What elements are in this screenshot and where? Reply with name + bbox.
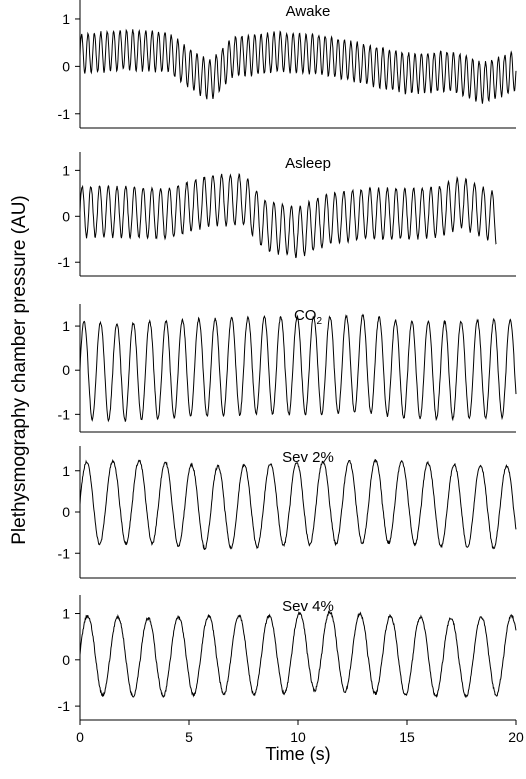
series-line — [79, 609, 517, 699]
series-line — [79, 28, 517, 104]
y-tick-label: 1 — [62, 11, 70, 27]
panel-title: Sev 2% — [282, 449, 334, 466]
x-tick-label: 15 — [399, 729, 415, 745]
y-tick-label: 0 — [62, 58, 70, 74]
series-line — [79, 313, 517, 423]
y-tick-label: 1 — [62, 606, 70, 622]
x-tick-label: 10 — [290, 729, 306, 745]
y-tick-label: 0 — [62, 504, 70, 520]
y-tick-label: 1 — [62, 162, 70, 178]
panel-3: -1 0 1 CO2 — [58, 304, 517, 433]
y-tick-label: 0 — [62, 362, 70, 378]
y-tick-label: 1 — [62, 463, 70, 479]
y-tick-label: -1 — [58, 698, 71, 714]
x-tick-label: 5 — [185, 729, 193, 745]
series-line — [79, 172, 497, 259]
y-tick-label: 1 — [62, 318, 70, 334]
panel-4: -1 0 1 Sev 2% — [58, 446, 517, 579]
y-tick-label: -1 — [58, 545, 71, 561]
panel-title: CO2 — [294, 307, 323, 327]
y-tick-label: 0 — [62, 652, 70, 668]
panel-2: -1 0 1 Asleep — [58, 152, 516, 277]
panel-1: -1 0 1 Awake — [58, 0, 517, 129]
panel-title: Asleep — [285, 155, 331, 172]
y-tick-label: -1 — [58, 406, 71, 422]
y-tick-label: 0 — [62, 208, 70, 224]
series-line — [79, 458, 517, 550]
x-axis-label: Time (s) — [265, 744, 330, 764]
panel-title: Awake — [286, 3, 331, 20]
y-tick-label: -1 — [58, 254, 71, 270]
x-tick-label: 20 — [508, 729, 524, 745]
x-tick-label: 0 — [76, 729, 84, 745]
y-tick-label: -1 — [58, 106, 71, 122]
panel-title: Sev 4% — [282, 598, 334, 615]
